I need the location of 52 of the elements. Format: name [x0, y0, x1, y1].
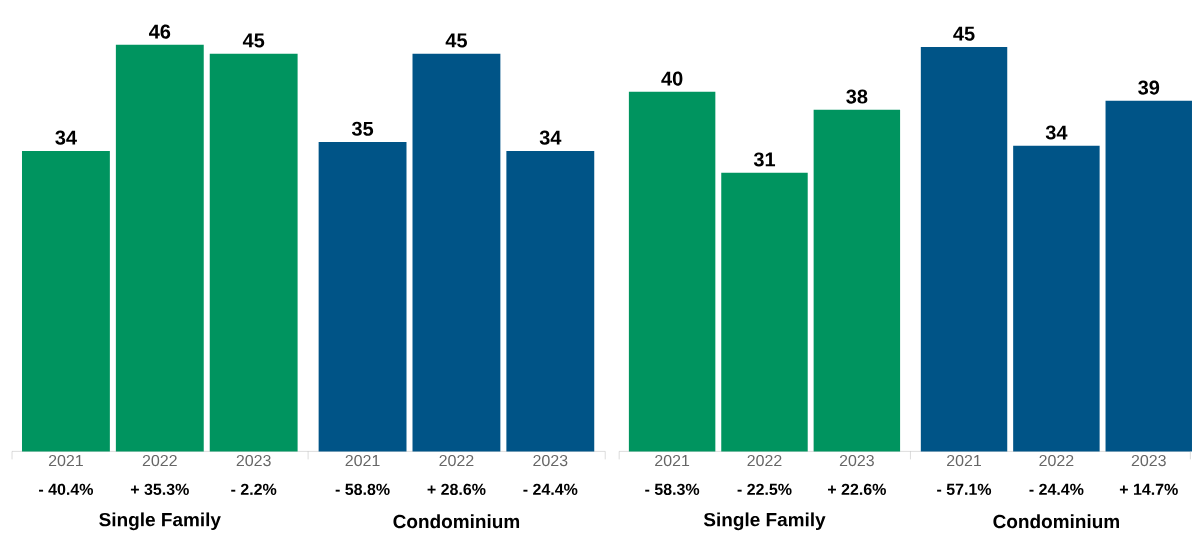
text: Single Family	[99, 512, 221, 531]
text: Single Family	[703, 512, 826, 531]
x-tick-label: 2022	[142, 454, 177, 467]
x-tick-label: 2023	[236, 454, 271, 467]
data-label: 39	[1138, 80, 1160, 95]
bar	[115, 44, 204, 452]
x-tick-label: 2021	[48, 454, 83, 467]
text: + 35.3%	[130, 483, 189, 495]
text: - 57.1%	[937, 483, 992, 495]
bar	[1105, 100, 1192, 452]
bar	[813, 109, 901, 452]
x-tick-label: 2023	[533, 454, 568, 467]
x-tick-label: 2021	[655, 454, 690, 467]
text: Condominium	[393, 514, 520, 529]
bar	[318, 141, 407, 452]
data-label: 46	[148, 24, 171, 39]
data-label: 34	[1045, 125, 1068, 140]
x-tick-label: 2023	[1131, 454, 1166, 467]
data-label: 45	[445, 33, 467, 48]
bar	[721, 172, 808, 452]
text: Condominium	[993, 514, 1119, 529]
text: - 24.4%	[1029, 483, 1084, 495]
data-label: 38	[846, 89, 868, 104]
data-label: 35	[351, 121, 374, 136]
bar	[412, 53, 501, 452]
text: - 2.2%	[231, 483, 277, 495]
bar	[209, 53, 298, 452]
x-tick-label: 2022	[747, 454, 782, 467]
text: - 58.8%	[335, 483, 390, 495]
x-tick-label: 2021	[947, 454, 981, 467]
text: - 22.5%	[737, 483, 792, 495]
data-label: 31	[753, 152, 776, 167]
text: + 22.6%	[828, 483, 886, 495]
text: - 40.4%	[39, 483, 94, 495]
x-tick-label: 2022	[1039, 454, 1074, 467]
bar	[22, 150, 110, 452]
x-tick-label: 2023	[839, 454, 874, 467]
x-tick-label: 2021	[345, 454, 380, 467]
text: + 14.7%	[1119, 483, 1178, 495]
bar	[1013, 145, 1100, 452]
bar	[920, 46, 1008, 452]
text: + 28.6%	[427, 483, 486, 495]
bar	[628, 91, 716, 452]
text: - 58.3%	[645, 483, 700, 495]
data-label: 34	[55, 130, 77, 145]
text: - 24.4%	[523, 483, 578, 495]
data-label: 45	[242, 33, 265, 48]
bar	[506, 150, 595, 452]
x-tick-label: 2022	[439, 454, 474, 467]
data-label: 40	[661, 71, 683, 86]
data-label: 34	[539, 130, 562, 145]
data-label: 45	[953, 26, 975, 41]
